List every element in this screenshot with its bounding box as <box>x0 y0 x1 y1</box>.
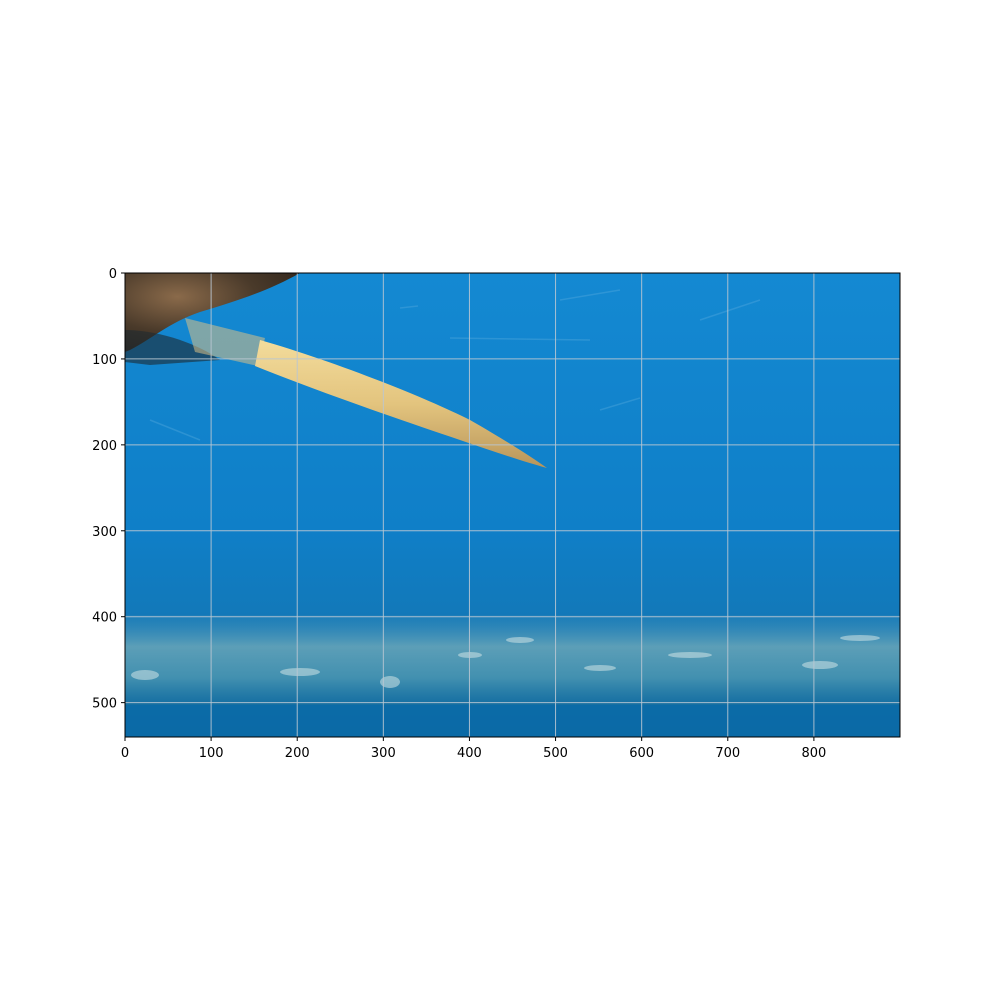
x-tick-label: 300 <box>371 746 396 761</box>
y-tick-label: 100 <box>92 353 117 368</box>
x-axis: 0 100 200 300 400 500 600 700 800 <box>121 737 826 761</box>
x-tick-label: 200 <box>285 746 310 761</box>
rock-shadow <box>125 330 220 365</box>
y-tick-label: 0 <box>109 267 117 282</box>
axes-frame <box>124 272 901 738</box>
x-tick-label: 400 <box>457 746 482 761</box>
bottom-edge <box>125 705 900 737</box>
x-tick-label: 800 <box>801 746 826 761</box>
rock <box>125 273 300 352</box>
photo <box>125 273 900 737</box>
x-tick-label: 0 <box>121 746 129 761</box>
sediment-specks <box>131 635 880 688</box>
y-tick-label: 300 <box>92 525 117 540</box>
rod-blur <box>185 318 265 366</box>
y-tick-label: 400 <box>92 611 117 626</box>
x-tick-label: 100 <box>199 746 224 761</box>
y-tick-label: 500 <box>92 697 117 712</box>
x-tick-label: 500 <box>543 746 568 761</box>
x-tick-label: 700 <box>715 746 740 761</box>
y-axis: 0 100 200 300 400 500 <box>92 267 125 712</box>
rod <box>255 340 547 468</box>
x-tick-label: 600 <box>629 746 654 761</box>
y-tick-label: 200 <box>92 439 117 454</box>
sediment-band <box>125 615 900 705</box>
